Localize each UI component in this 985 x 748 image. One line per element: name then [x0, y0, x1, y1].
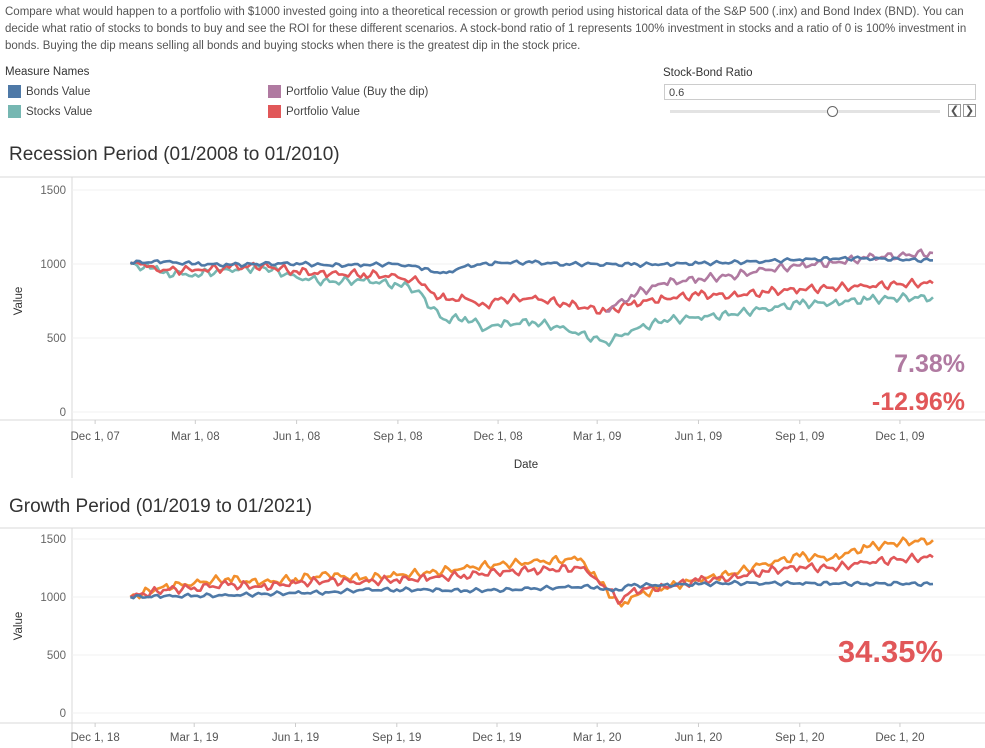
- x-tick-label: Sep 1, 09: [775, 431, 824, 443]
- x-tick-label: Dec 1, 18: [71, 732, 120, 744]
- x-tick-label: Sep 1, 08: [373, 431, 422, 443]
- x-tick-label: Jun 1, 08: [273, 431, 320, 443]
- ratio-input[interactable]: 0.6: [664, 84, 976, 100]
- y-tick-label: 0: [60, 407, 66, 419]
- growth-chart: 0 500 1000 1500 Value Dec 1, 18 Mar 1, 19 Jun 1…: [0, 527, 985, 748]
- x-tick-label: Mar 1, 20: [573, 732, 622, 744]
- legend-item-bonds[interactable]: Bonds Value: [8, 85, 90, 98]
- roi-annotation: 7.38%: [894, 350, 965, 378]
- y-tick-label: 1000: [40, 592, 66, 604]
- y-tick-label: 500: [47, 333, 66, 345]
- x-tick-label: Jun 1, 09: [675, 431, 722, 443]
- legend-label: Portfolio Value (Buy the dip): [286, 85, 429, 98]
- y-axis-label: Value: [13, 287, 25, 316]
- ratio-slider-thumb[interactable]: [827, 106, 838, 117]
- x-axis-label: Date: [514, 459, 538, 471]
- legend-label: Bonds Value: [26, 85, 91, 98]
- x-tick-label: Sep 1, 20: [775, 732, 824, 744]
- series-line-bonds-value: [129, 579, 934, 600]
- legend-item-stocks[interactable]: Stocks Value: [8, 105, 92, 118]
- roi-annotation: -12.96%: [872, 388, 965, 416]
- series-line-stocks-value: [129, 536, 934, 608]
- y-tick-label: 0: [60, 708, 66, 720]
- y-tick-label: 1500: [40, 534, 66, 546]
- roi-annotation: 34.35%: [838, 634, 943, 669]
- y-axis-label: Value: [13, 612, 25, 641]
- legend-swatch: [268, 105, 281, 118]
- y-tick-label: 500: [47, 650, 66, 662]
- x-tick-label: Dec 1, 19: [472, 732, 521, 744]
- description: Compare what would happen to a portfolio…: [5, 6, 967, 52]
- legend-item-portfolio[interactable]: Portfolio Value: [268, 105, 360, 118]
- legend-swatch: [8, 105, 21, 118]
- x-tick-label: Dec 1, 20: [875, 732, 924, 744]
- legend-title: Measure Names: [5, 66, 90, 78]
- y-tick-label: 1500: [40, 185, 66, 197]
- x-tick-label: Jun 1, 20: [675, 732, 722, 744]
- recession-chart-title: Recession Period (01/2008 to 01/2010): [9, 144, 340, 165]
- series-line-bonds-value: [129, 255, 934, 275]
- recession-chart: 0 500 1000 1500 Value Dec 1, 07 Mar 1, 08 Jun 1…: [0, 176, 985, 478]
- x-tick-label: Dec 1, 09: [875, 431, 924, 443]
- x-tick-label: Dec 1, 07: [71, 431, 120, 443]
- x-tick-label: Mar 1, 09: [573, 431, 622, 443]
- x-tick-label: Jun 1, 19: [272, 732, 319, 744]
- legend-label: Portfolio Value: [286, 105, 360, 118]
- legend-item-buy-the-dip[interactable]: Portfolio Value (Buy the dip): [268, 85, 428, 98]
- legend-label: Stocks Value: [26, 105, 93, 118]
- ratio-slider-track[interactable]: [670, 110, 940, 113]
- increment-button[interactable]: ❯: [963, 104, 976, 117]
- ratio-control-title: Stock-Bond Ratio: [663, 67, 753, 79]
- y-tick-label: 1000: [40, 259, 66, 271]
- legend-swatch: [8, 85, 21, 98]
- x-tick-label: Mar 1, 19: [170, 732, 219, 744]
- series-line-portfolio-value: [129, 552, 934, 605]
- x-tick-label: Sep 1, 19: [372, 732, 421, 744]
- legend-swatch: [268, 85, 281, 98]
- x-tick-label: Dec 1, 08: [473, 431, 522, 443]
- series-line-stocks-value: [130, 261, 934, 347]
- x-tick-label: Mar 1, 08: [171, 431, 220, 443]
- decrement-button[interactable]: ❮: [948, 104, 961, 117]
- growth-chart-title: Growth Period (01/2019 to 01/2021): [9, 496, 313, 517]
